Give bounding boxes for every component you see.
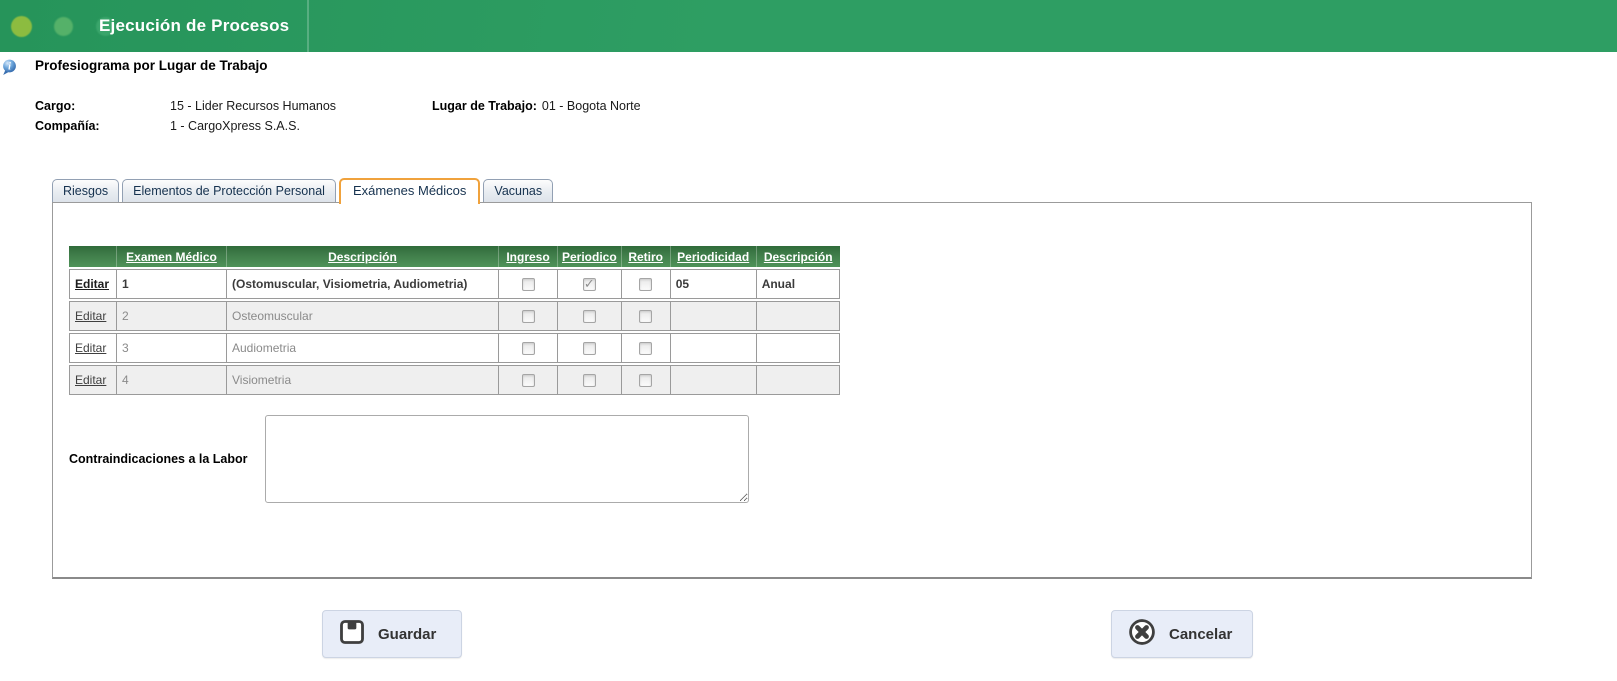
column-header-periodicidad[interactable]: Periodicidad: [670, 246, 757, 267]
column-header-retiro[interactable]: Retiro: [621, 246, 671, 267]
action-button-row: Guardar Cancelar: [0, 579, 1617, 681]
periodico-cell: [558, 269, 622, 299]
descripcion-2-cell: [756, 301, 840, 331]
edit-cell: Editar: [69, 301, 117, 331]
examen-id-cell: 2: [117, 301, 227, 331]
retiro-checkbox[interactable]: [639, 342, 653, 356]
retiro-checkbox[interactable]: [639, 374, 653, 388]
retiro-cell: [621, 365, 671, 395]
periodico-cell: [558, 365, 622, 395]
ingreso-checkbox[interactable]: [521, 310, 535, 324]
descripcion-2-cell: Anual: [756, 269, 840, 299]
cargo-label: Cargo:: [35, 99, 76, 113]
save-button-label: Guardar: [378, 625, 437, 643]
column-header-descripcion[interactable]: Descripción: [227, 246, 499, 267]
edit-link[interactable]: Editar: [75, 341, 107, 355]
table-row: Editar 1 (Ostomuscular, Visiometria, Audio…: [69, 269, 840, 299]
contraindicaciones-section: Contraindicaciones a la Labor: [69, 415, 1531, 503]
edit-cell: Editar: [69, 333, 117, 363]
periodico-cell: [558, 333, 622, 363]
table-header-row: Examen Médico Descripción Ingreso Periodico…: [69, 246, 840, 267]
periodico-cell: [558, 301, 622, 331]
green-dot-icon: [96, 17, 115, 36]
page-heading: i Profesiograma por Lugar de Trabajo: [2, 58, 1617, 79]
page-title: Profesiograma por Lugar de Trabajo: [35, 58, 268, 73]
tab-elementos-de-proteccion-personal[interactable]: Elementos de Protección Personal: [122, 179, 336, 202]
cargo-value: 15 - Lider Recursos Humanos: [170, 99, 337, 113]
descripcion-cell: Visiometria: [227, 365, 499, 395]
edit-cell: Editar: [69, 269, 117, 299]
cancel-button[interactable]: Cancelar: [1111, 610, 1253, 658]
green-dot-icon: [11, 16, 32, 37]
periodicidad-cell: 05: [670, 269, 757, 299]
ingreso-checkbox[interactable]: [521, 278, 535, 292]
examenes-medicos-table: Examen Médico Descripción Ingreso Periodico…: [69, 244, 840, 397]
contraindicaciones-label: Contraindicaciones a la Labor: [69, 452, 248, 466]
ingreso-cell: [499, 301, 558, 331]
periodico-checkbox[interactable]: [582, 310, 596, 324]
examen-id-cell: 3: [117, 333, 227, 363]
retiro-checkbox[interactable]: [639, 278, 653, 292]
column-header-empty: [69, 246, 117, 267]
ingreso-checkbox[interactable]: [521, 374, 535, 388]
column-header-descripcion-2[interactable]: Descripción: [756, 246, 840, 267]
svg-text:i: i: [8, 62, 11, 73]
periodicidad-cell: [670, 333, 757, 363]
table-row: Editar 2 Osteomuscular: [69, 301, 840, 331]
periodico-checkbox[interactable]: [582, 276, 596, 292]
topbar-divider: [307, 0, 309, 52]
header-info-fields: Cargo: 15 - Lider Recursos Humanos Lugar…: [35, 96, 1617, 136]
compania-value: 1 - CargoXpress S.A.S.: [170, 119, 300, 133]
descripcion-cell: (Ostomuscular, Visiometria, Audiometria): [227, 269, 499, 299]
tab-content-panel: Examen Médico Descripción Ingreso Periodico…: [52, 202, 1532, 579]
edit-link[interactable]: Editar: [75, 277, 110, 291]
descripcion-2-cell: [756, 333, 840, 363]
app-title: Ejecución de Procesos: [99, 16, 290, 35]
column-header-examen-medico[interactable]: Examen Médico: [117, 246, 227, 267]
app-header-bar: Ejecución de Procesos: [0, 0, 1617, 52]
periodico-checkbox[interactable]: [582, 374, 596, 388]
contraindicaciones-textarea[interactable]: [265, 415, 749, 503]
tab-vacunas[interactable]: Vacunas: [483, 179, 554, 202]
ingreso-checkbox[interactable]: [521, 342, 535, 356]
lugar-de-trabajo-value: 01 - Bogota Norte: [541, 99, 641, 113]
examen-id-cell: 4: [117, 365, 227, 395]
ingreso-cell: [499, 333, 558, 363]
tab-examenes-medicos[interactable]: Exámenes Médicos: [338, 178, 481, 204]
periodicidad-cell: [670, 301, 757, 331]
edit-link[interactable]: Editar: [75, 309, 107, 323]
compania-label: Compañía:: [35, 119, 100, 133]
descripcion-2-cell: [756, 365, 840, 395]
ingreso-cell: [499, 365, 558, 395]
edit-cell: Editar: [69, 365, 117, 395]
examen-id-cell: 1: [117, 269, 227, 299]
ingreso-cell: [499, 269, 558, 299]
floppy-disk-icon: [339, 619, 365, 649]
edit-link[interactable]: Editar: [75, 373, 107, 387]
retiro-cell: [621, 333, 671, 363]
retiro-cell: [621, 301, 671, 331]
table-body: Editar 1 (Ostomuscular, Visiometria, Audio…: [69, 269, 840, 395]
lugar-de-trabajo-label: Lugar de Trabajo:: [432, 99, 537, 113]
retiro-cell: [621, 269, 671, 299]
column-header-periodico[interactable]: Periodico: [558, 246, 622, 267]
green-dot-icon: [54, 17, 73, 36]
descripcion-cell: Osteomuscular: [227, 301, 499, 331]
tab-riesgos[interactable]: Riesgos: [52, 179, 120, 202]
table-row: Editar 3 Audiometria: [69, 333, 840, 363]
save-button[interactable]: Guardar: [322, 610, 462, 658]
info-balloon-icon: i: [2, 59, 17, 79]
tab-strip: Riesgos Elementos de Protección Personal E…: [52, 178, 1617, 204]
periodicidad-cell: [670, 365, 757, 395]
cancel-circle-x-icon: [1128, 618, 1156, 650]
descripcion-cell: Audiometria: [227, 333, 499, 363]
cancel-button-label: Cancelar: [1169, 625, 1233, 643]
column-header-ingreso[interactable]: Ingreso: [499, 246, 558, 267]
table-row: Editar 4 Visiometria: [69, 365, 840, 395]
retiro-checkbox[interactable]: [639, 310, 653, 324]
periodico-checkbox[interactable]: [582, 342, 596, 356]
